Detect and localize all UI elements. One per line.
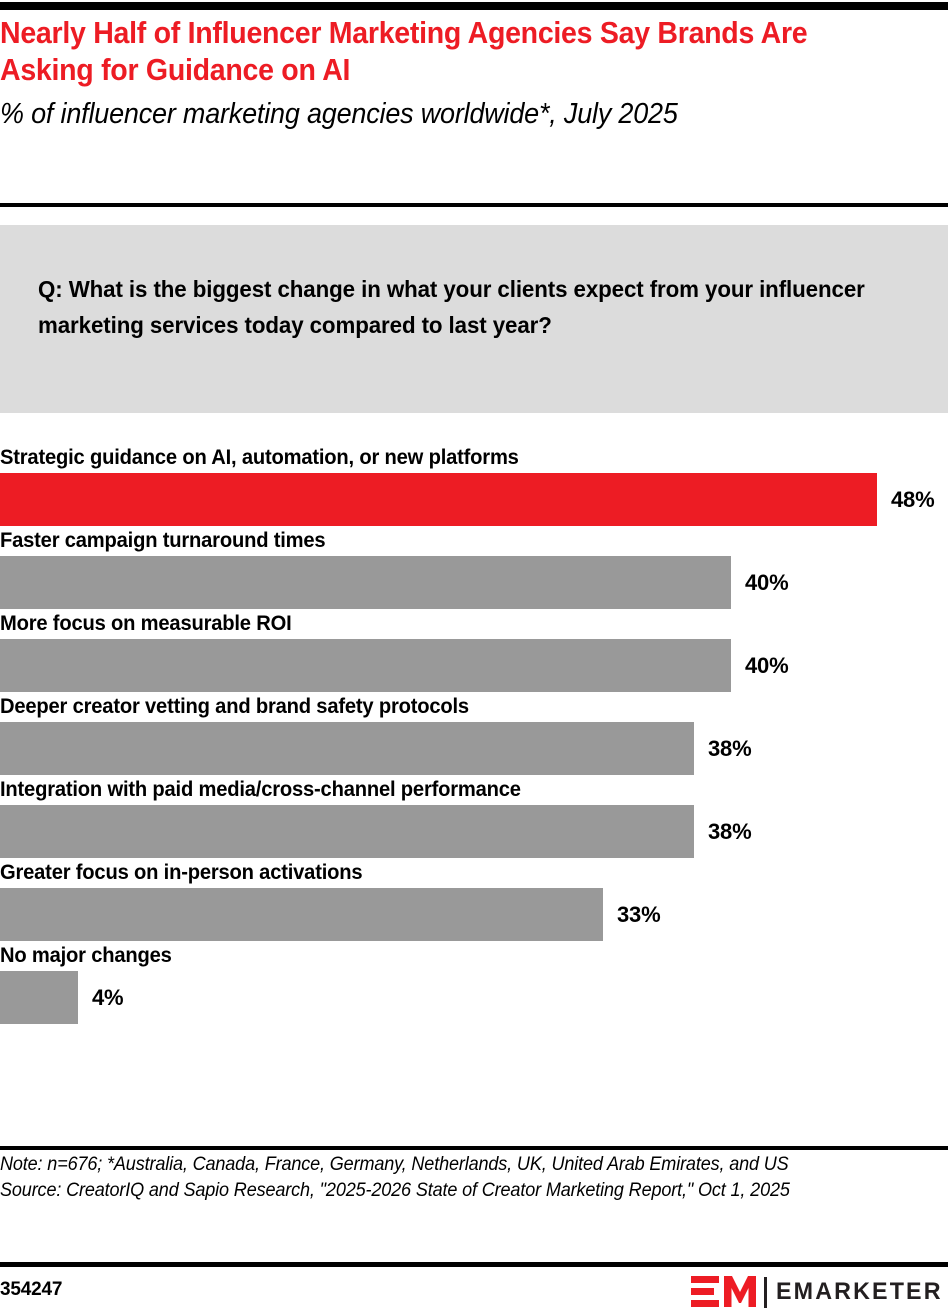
- bar: [0, 888, 603, 941]
- notes-block: Note: n=676; *Australia, Canada, France,…: [0, 1152, 901, 1204]
- source-text: Source: CreatorIQ and Sapio Research, "2…: [0, 1180, 790, 1201]
- emarketer-logo: EMARKETER: [691, 1275, 948, 1309]
- bar-category-label: Strategic guidance on AI, automation, or…: [0, 446, 519, 469]
- bar: [0, 805, 694, 858]
- bar: [0, 722, 694, 775]
- bar-category-label: No major changes: [0, 944, 172, 967]
- top-rule: [0, 2, 948, 10]
- bar-value-label: 48%: [891, 486, 935, 512]
- bar-track: 38%: [0, 805, 948, 858]
- bar-track: 40%: [0, 556, 948, 609]
- bar-value-label: 40%: [745, 569, 789, 595]
- bar-row: More focus on measurable ROI 40%: [0, 609, 948, 692]
- bar-value-label: 4%: [92, 984, 124, 1010]
- bar-category-label: Greater focus on in-person activations: [0, 861, 363, 884]
- bar-category-label: Deeper creator vetting and brand safety …: [0, 695, 469, 718]
- brand-wordmark: EMARKETER: [776, 1278, 943, 1305]
- chart-id: 354247: [0, 1279, 63, 1300]
- note-divider-rule: [0, 1146, 948, 1150]
- question-box: Q: What is the biggest change in what yo…: [0, 225, 948, 413]
- bar-track: 4%: [0, 971, 948, 1024]
- bar-chart: Strategic guidance on AI, automation, or…: [0, 443, 948, 1024]
- bar-value-label: 38%: [708, 818, 752, 844]
- bar-row: Greater focus on in-person activations 33…: [0, 858, 948, 941]
- bar-row: Integration with paid media/cross-channe…: [0, 775, 948, 858]
- bar-row: Strategic guidance on AI, automation, or…: [0, 443, 948, 526]
- bar-value-label: 33%: [617, 901, 661, 927]
- question-text: Q: What is the biggest change in what yo…: [38, 276, 865, 338]
- logo-divider: [764, 1276, 768, 1308]
- bar-row: Deeper creator vetting and brand safety …: [0, 692, 948, 775]
- page-title: Nearly Half of Influencer Marketing Agen…: [0, 15, 808, 87]
- bar-category-label: More focus on measurable ROI: [0, 612, 292, 635]
- header-divider-rule: [0, 203, 948, 207]
- bar-track: 33%: [0, 888, 948, 941]
- page-subtitle: % of influencer marketing agencies world…: [0, 98, 678, 130]
- bar-row: Faster campaign turnaround times 40%: [0, 526, 948, 609]
- bar-row: No major changes 4%: [0, 941, 948, 1024]
- em-monogram-icon: [691, 1276, 757, 1307]
- bar-category-label: Faster campaign turnaround times: [0, 529, 326, 552]
- bar-track: 40%: [0, 639, 948, 692]
- bar-track: 38%: [0, 722, 948, 775]
- footer: 354247 EMARKETER: [0, 1275, 948, 1311]
- bar-track: 48%: [0, 473, 948, 526]
- bar: [0, 556, 731, 609]
- bar: [0, 639, 731, 692]
- bar-category-label: Integration with paid media/cross-channe…: [0, 778, 521, 801]
- bar: [0, 473, 877, 526]
- bar-value-label: 38%: [708, 735, 752, 761]
- footer-divider-rule: [0, 1262, 948, 1267]
- bar: [0, 971, 78, 1024]
- note-text: Note: n=676; *Australia, Canada, France,…: [0, 1154, 789, 1175]
- bar-value-label: 40%: [745, 652, 789, 678]
